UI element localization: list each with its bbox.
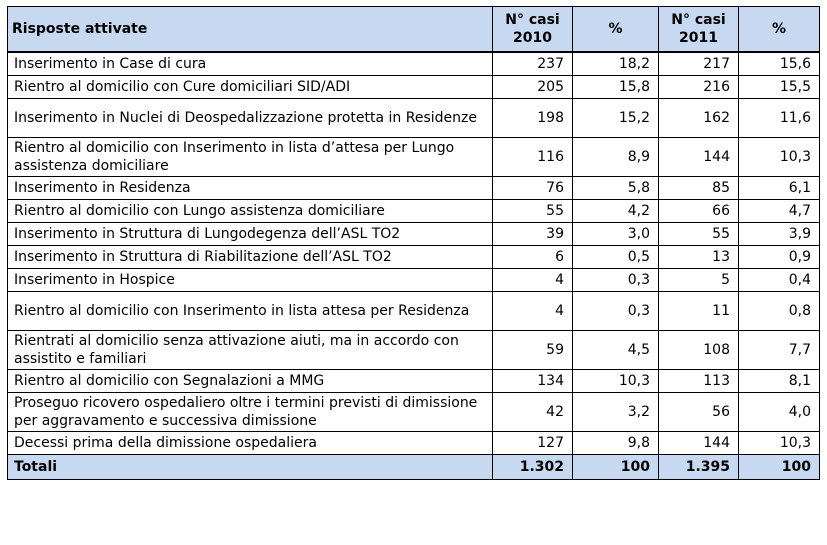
- pct-2011-cell: 8,1: [738, 369, 820, 393]
- casi-2011-cell: 5: [658, 268, 739, 292]
- table-row: Rientro al domicilio con Segnalazioni a …: [7, 369, 820, 393]
- row-label: Rientro al domicilio con Segnalazioni a …: [7, 369, 493, 393]
- pct-2010-cell: 3,0: [572, 222, 659, 246]
- row-label: Proseguo ricovero ospedaliero oltre i te…: [7, 392, 493, 432]
- pct-2010-cell: 15,2: [572, 98, 659, 138]
- pct-2010-cell: 4,2: [572, 199, 659, 223]
- casi-2010-cell: 6: [492, 245, 573, 269]
- casi-2010-cell: 55: [492, 199, 573, 223]
- casi-2011-cell: 144: [658, 137, 739, 177]
- header-casi-2011: N° casi 2011: [658, 6, 739, 53]
- casi-2011-cell: 108: [658, 330, 739, 370]
- table-row: Inserimento in Nuclei di Deospedalizzazi…: [7, 98, 820, 138]
- totals-row: Totali 1.302 100 1.395 100: [7, 454, 820, 480]
- pct-2011-cell: 4,0: [738, 392, 820, 432]
- casi-2010-cell: 59: [492, 330, 573, 370]
- casi-2011-cell: 216: [658, 75, 739, 99]
- pct-2011-cell: 15,5: [738, 75, 820, 99]
- row-label: Rientro al domicilio con Cure domiciliar…: [7, 75, 493, 99]
- table-row: Inserimento in Hospice 4 0,3 5 0,4: [7, 268, 820, 292]
- table-row: Inserimento in Struttura di Riabilitazio…: [7, 245, 820, 269]
- pct-2010-cell: 0,3: [572, 268, 659, 292]
- pct-2010-cell: 0,3: [572, 291, 659, 331]
- casi-2010-cell: 42: [492, 392, 573, 432]
- table-row: Rientro al domicilio con Cure domiciliar…: [7, 75, 820, 99]
- risposte-attivate-table: Risposte attivate N° casi 2010 % N° casi…: [7, 6, 820, 480]
- row-label: Inserimento in Struttura di Riabilitazio…: [7, 245, 493, 269]
- pct-2010-cell: 0,5: [572, 245, 659, 269]
- pct-2011-cell: 11,6: [738, 98, 820, 138]
- pct-2011-cell: 15,6: [738, 51, 820, 76]
- row-label: Inserimento in Struttura di Lungodegenza…: [7, 222, 493, 246]
- row-label: Inserimento in Residenza: [7, 176, 493, 200]
- pct-2011-cell: 3,9: [738, 222, 820, 246]
- pct-2010-cell: 8,9: [572, 137, 659, 177]
- header-pct-2010: %: [572, 6, 659, 53]
- header-pct-2011: %: [738, 6, 820, 53]
- pct-2011-cell: 0,8: [738, 291, 820, 331]
- row-label: Rientro al domicilio con Inserimento in …: [7, 291, 493, 331]
- table-row: Inserimento in Struttura di Lungodegenza…: [7, 222, 820, 246]
- casi-2010-cell: 205: [492, 75, 573, 99]
- totals-pct-2011: 100: [738, 454, 820, 480]
- row-label: Rientro al domicilio con Inserimento in …: [7, 137, 493, 177]
- table-row: Rientro al domicilio con Inserimento in …: [7, 137, 820, 177]
- header-casi-2010: N° casi 2010: [492, 6, 573, 53]
- totals-casi-2011: 1.395: [658, 454, 739, 480]
- table-row: Decessi prima della dimissione ospedalie…: [7, 431, 820, 455]
- casi-2010-cell: 127: [492, 431, 573, 455]
- casi-2010-cell: 39: [492, 222, 573, 246]
- pct-2011-cell: 7,7: [738, 330, 820, 370]
- casi-2010-cell: 116: [492, 137, 573, 177]
- row-label: Decessi prima della dimissione ospedalie…: [7, 431, 493, 455]
- table-row: Rientrati al domicilio senza attivazione…: [7, 330, 820, 370]
- pct-2010-cell: 15,8: [572, 75, 659, 99]
- casi-2011-cell: 144: [658, 431, 739, 455]
- row-label: Rientrati al domicilio senza attivazione…: [7, 330, 493, 370]
- casi-2011-cell: 217: [658, 51, 739, 76]
- table-row: Inserimento in Case di cura 237 18,2 217…: [7, 51, 820, 76]
- pct-2010-cell: 18,2: [572, 51, 659, 76]
- casi-2010-cell: 134: [492, 369, 573, 393]
- row-label: Inserimento in Case di cura: [7, 51, 493, 76]
- pct-2011-cell: 6,1: [738, 176, 820, 200]
- header-row: Risposte attivate N° casi 2010 % N° casi…: [7, 6, 820, 53]
- pct-2011-cell: 0,4: [738, 268, 820, 292]
- totals-casi-2010: 1.302: [492, 454, 573, 480]
- pct-2010-cell: 9,8: [572, 431, 659, 455]
- table-row: Rientro al domicilio con Inserimento in …: [7, 291, 820, 331]
- casi-2011-cell: 11: [658, 291, 739, 331]
- casi-2011-cell: 55: [658, 222, 739, 246]
- table-row: Proseguo ricovero ospedaliero oltre i te…: [7, 392, 820, 432]
- pct-2010-cell: 4,5: [572, 330, 659, 370]
- casi-2010-cell: 4: [492, 268, 573, 292]
- table-row: Inserimento in Residenza 76 5,8 85 6,1: [7, 176, 820, 200]
- pct-2011-cell: 0,9: [738, 245, 820, 269]
- casi-2011-cell: 66: [658, 199, 739, 223]
- row-label: Inserimento in Nuclei di Deospedalizzazi…: [7, 98, 493, 138]
- casi-2011-cell: 13: [658, 245, 739, 269]
- table-row: Rientro al domicilio con Lungo assistenz…: [7, 199, 820, 223]
- row-label: Inserimento in Hospice: [7, 268, 493, 292]
- row-label: Rientro al domicilio con Lungo assistenz…: [7, 199, 493, 223]
- casi-2010-cell: 198: [492, 98, 573, 138]
- pct-2011-cell: 10,3: [738, 431, 820, 455]
- pct-2010-cell: 10,3: [572, 369, 659, 393]
- totals-label: Totali: [7, 454, 493, 480]
- pct-2010-cell: 3,2: [572, 392, 659, 432]
- pct-2011-cell: 4,7: [738, 199, 820, 223]
- casi-2010-cell: 237: [492, 51, 573, 76]
- totals-pct-2010: 100: [572, 454, 659, 480]
- casi-2011-cell: 113: [658, 369, 739, 393]
- pct-2010-cell: 5,8: [572, 176, 659, 200]
- pct-2011-cell: 10,3: [738, 137, 820, 177]
- casi-2011-cell: 56: [658, 392, 739, 432]
- casi-2011-cell: 162: [658, 98, 739, 138]
- casi-2011-cell: 85: [658, 176, 739, 200]
- header-risposte-attivate: Risposte attivate: [7, 6, 493, 53]
- casi-2010-cell: 76: [492, 176, 573, 200]
- casi-2010-cell: 4: [492, 291, 573, 331]
